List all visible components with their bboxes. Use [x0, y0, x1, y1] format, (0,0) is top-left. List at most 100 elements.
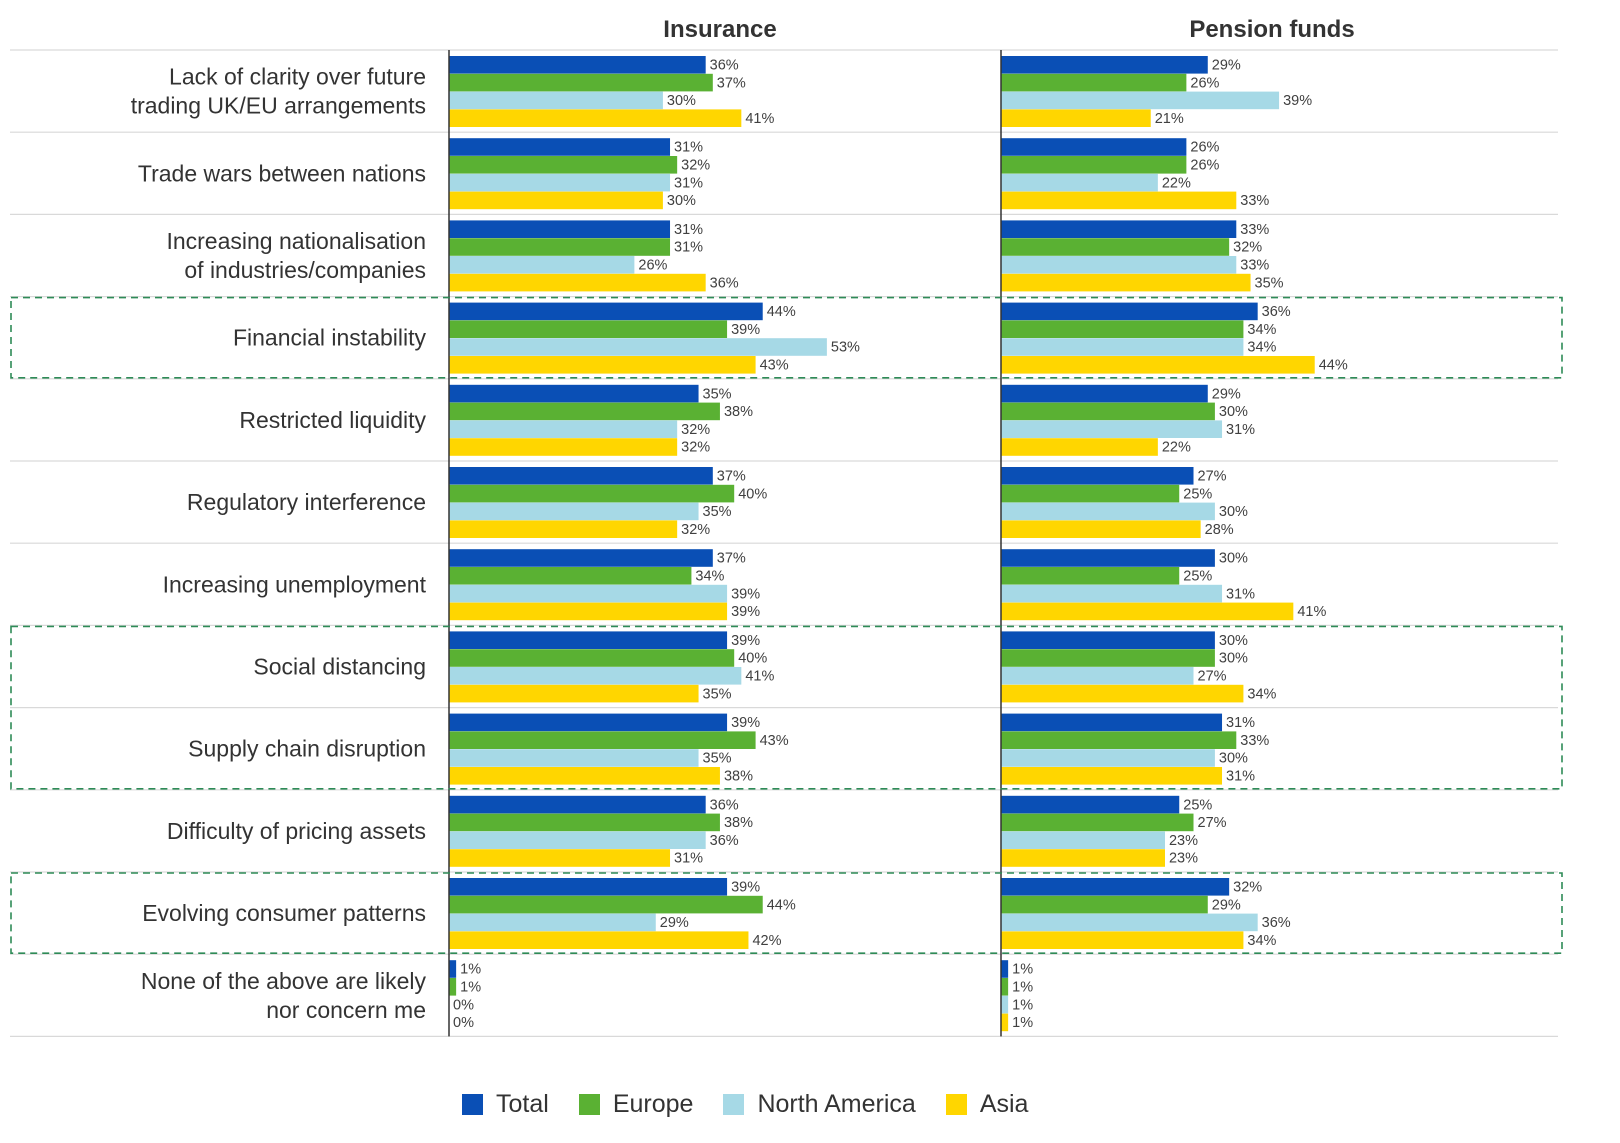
bar-pension-funds-asia: [1001, 109, 1151, 127]
value-label: 44%: [1319, 358, 1348, 374]
bar-pension-funds-asia: [1001, 931, 1244, 949]
value-label: 32%: [681, 440, 710, 456]
bar-pension-funds-total: [1001, 220, 1237, 238]
bar-insurance-north-america: [449, 831, 706, 849]
bar-insurance-total: [449, 220, 671, 238]
value-label: 21%: [1155, 111, 1184, 127]
value-label: 43%: [760, 733, 789, 749]
value-label: 27%: [1198, 669, 1227, 685]
bar-insurance-asia: [449, 684, 699, 703]
value-label: 33%: [1240, 258, 1269, 274]
bar-insurance-north-america: [449, 420, 678, 438]
category-label: Social distancing: [253, 654, 426, 680]
legend-swatch-europe: [578, 1094, 600, 1115]
bar-pension-funds-north-america: [1001, 831, 1165, 849]
value-label: 41%: [745, 111, 774, 127]
value-label: 39%: [1283, 93, 1312, 109]
bar-pension-funds-asia: [1001, 438, 1158, 456]
value-label: 41%: [1297, 604, 1326, 620]
bar-insurance-total: [449, 631, 728, 649]
value-label: 1%: [1012, 1015, 1033, 1031]
value-label: 26%: [1190, 140, 1219, 156]
value-label: 28%: [1205, 522, 1234, 538]
bar-pension-funds-europe: [1001, 895, 1208, 914]
legend-label-north-america: North America: [757, 1090, 916, 1118]
legend-swatch-north-america: [723, 1094, 745, 1115]
bar-insurance-north-america: [449, 584, 728, 603]
bar-insurance-europe: [449, 649, 735, 667]
bar-insurance-europe: [449, 402, 720, 421]
bar-pension-funds-north-america: [1001, 749, 1215, 767]
value-label: 30%: [667, 193, 696, 209]
value-label: 30%: [1219, 504, 1248, 520]
category-label: trading UK/EU arrangements: [131, 93, 426, 119]
value-label: 43%: [760, 358, 789, 374]
bar-insurance-total: [449, 960, 457, 978]
bar-insurance-europe: [449, 238, 671, 256]
value-label: 35%: [703, 686, 732, 702]
bar-pension-funds-total: [1001, 302, 1258, 321]
value-label: 38%: [724, 769, 753, 785]
bar-pension-funds-europe: [1001, 402, 1215, 421]
value-label: 31%: [1226, 715, 1255, 731]
value-label: 39%: [731, 633, 760, 649]
bar-pension-funds-asia: [1001, 356, 1315, 374]
value-label: 37%: [717, 469, 746, 485]
bar-insurance-europe: [449, 978, 457, 996]
bar-pension-funds-total: [1001, 138, 1187, 156]
highlight-box: [10, 872, 1563, 954]
value-label: 22%: [1162, 440, 1191, 456]
bar-pension-funds-north-america: [1001, 338, 1244, 356]
bar-pension-funds-total: [1001, 549, 1215, 567]
category-label: Restricted liquidity: [239, 407, 426, 433]
bar-pension-funds-total: [1001, 878, 1230, 896]
value-label: 33%: [1240, 733, 1269, 749]
bar-pension-funds-north-america: [1001, 173, 1158, 192]
bar-insurance-asia: [449, 931, 749, 949]
bar-insurance-asia: [449, 520, 678, 538]
bar-insurance-total: [449, 795, 706, 814]
bar-insurance-north-america: [449, 749, 699, 767]
value-label: 35%: [1255, 275, 1284, 291]
bar-pension-funds-asia: [1001, 191, 1237, 210]
value-label: 1%: [460, 980, 481, 996]
panel-title-insurance: Insurance: [663, 16, 776, 43]
value-label: 27%: [1198, 469, 1227, 485]
value-label: 31%: [674, 240, 703, 256]
category-label: Financial instability: [233, 325, 427, 351]
legend-swatch-asia: [945, 1094, 967, 1115]
value-label: 29%: [1212, 58, 1241, 74]
value-label: 44%: [767, 304, 796, 320]
value-label: 33%: [1240, 222, 1269, 238]
bar-insurance-europe: [449, 731, 756, 749]
bar-pension-funds-asia: [1001, 849, 1165, 867]
value-label: 29%: [1212, 386, 1241, 402]
category-label: Increasing nationalisation: [166, 228, 426, 254]
bar-pension-funds-europe: [1001, 731, 1237, 749]
bar-pension-funds-north-america: [1001, 995, 1009, 1014]
category-label: Difficulty of pricing assets: [167, 818, 426, 844]
value-label: 31%: [674, 175, 703, 191]
bar-pension-funds-north-america: [1001, 667, 1194, 685]
bar-pension-funds-europe: [1001, 238, 1230, 256]
value-label: 35%: [703, 751, 732, 767]
bar-insurance-total: [449, 713, 728, 732]
value-label: 38%: [724, 815, 753, 831]
value-label: 1%: [1012, 962, 1033, 978]
legend-item-asia: Asia: [945, 1090, 1028, 1119]
value-label: 31%: [1226, 422, 1255, 438]
bar-pension-funds-asia: [1001, 1013, 1009, 1032]
bar-insurance-total: [449, 56, 706, 74]
legend-swatch-total: [462, 1094, 483, 1115]
bar-insurance-asia: [449, 356, 756, 374]
bar-pension-funds-total: [1001, 795, 1180, 814]
value-label: 40%: [738, 486, 767, 502]
value-label: 29%: [660, 915, 689, 931]
bar-insurance-total: [449, 549, 713, 567]
bar-pension-funds-north-america: [1001, 256, 1237, 274]
bar-pension-funds-total: [1001, 960, 1009, 978]
bar-insurance-asia: [449, 109, 742, 127]
bar-insurance-asia: [449, 273, 706, 292]
bar-insurance-europe: [449, 813, 720, 832]
category-label: of industries/companies: [184, 257, 426, 283]
